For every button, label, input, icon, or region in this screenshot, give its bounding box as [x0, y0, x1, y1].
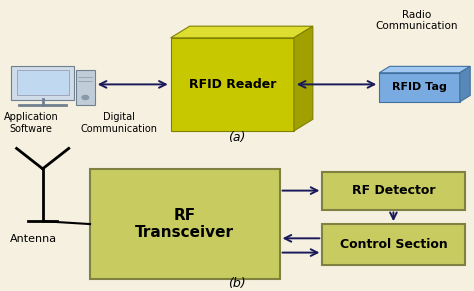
Text: Antenna: Antenna — [9, 234, 57, 244]
Text: RFID Reader: RFID Reader — [189, 78, 276, 91]
Circle shape — [82, 95, 89, 100]
Text: (b): (b) — [228, 276, 246, 290]
Text: Radio
Communication: Radio Communication — [376, 10, 458, 31]
Polygon shape — [379, 66, 470, 73]
Text: (a): (a) — [228, 131, 246, 144]
Text: Application
Software: Application Software — [3, 112, 58, 134]
FancyBboxPatch shape — [17, 70, 69, 95]
Polygon shape — [171, 26, 313, 38]
Text: Control Section: Control Section — [339, 238, 447, 251]
FancyBboxPatch shape — [11, 66, 74, 100]
Text: RF
Transceiver: RF Transceiver — [136, 208, 234, 240]
Text: RFID Tag: RFID Tag — [392, 82, 447, 92]
Polygon shape — [294, 26, 313, 131]
FancyBboxPatch shape — [90, 169, 280, 279]
FancyBboxPatch shape — [76, 70, 95, 105]
FancyBboxPatch shape — [322, 224, 465, 265]
FancyBboxPatch shape — [322, 172, 465, 210]
Polygon shape — [379, 73, 460, 102]
Polygon shape — [171, 38, 294, 131]
Polygon shape — [460, 66, 470, 102]
Text: RF Detector: RF Detector — [352, 184, 435, 197]
Text: Digital
Communication: Digital Communication — [80, 112, 157, 134]
